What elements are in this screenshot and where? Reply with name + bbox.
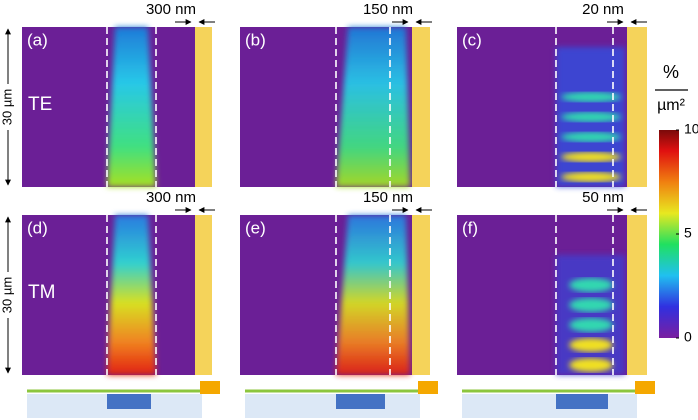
field-mode bbox=[107, 27, 156, 187]
panel-label: (c) bbox=[462, 30, 482, 49]
gap-label: 300 nm bbox=[146, 1, 196, 18]
metal-strip bbox=[627, 27, 647, 187]
field-lobe bbox=[569, 318, 613, 332]
field-lobe bbox=[569, 278, 613, 292]
colorbar-tick-label: 5 bbox=[684, 225, 692, 241]
gap-label: 300 nm bbox=[146, 189, 196, 206]
panels: (a) 300 nm (b) 150 nm (c) 20 nm (d) 300 nm (e) 15… bbox=[0, 1, 655, 418]
metal-strip bbox=[627, 215, 647, 375]
metal bbox=[200, 381, 220, 394]
colorbar-tick-label: 0 bbox=[684, 329, 692, 345]
metal bbox=[635, 381, 655, 394]
field-lobe bbox=[569, 358, 613, 372]
height-label-bg bbox=[1, 272, 15, 318]
field-mode bbox=[336, 27, 410, 187]
metal-strip bbox=[195, 215, 212, 375]
field-lobe bbox=[569, 338, 613, 352]
field-lobe bbox=[569, 298, 613, 312]
metal-strip bbox=[412, 215, 430, 375]
metal bbox=[418, 381, 438, 394]
mode-label: TE bbox=[28, 94, 52, 115]
panel-label: (f) bbox=[462, 218, 478, 237]
metal-strip bbox=[195, 27, 212, 187]
field-lobe bbox=[561, 92, 621, 102]
panel-label: (b) bbox=[245, 30, 266, 49]
unit-top: % bbox=[663, 62, 679, 82]
colorbar-tick-label: 10 bbox=[684, 121, 698, 137]
metal-strip bbox=[412, 27, 430, 187]
panel-label: (a) bbox=[27, 30, 48, 49]
waveguide bbox=[336, 394, 385, 409]
substrate bbox=[245, 394, 420, 418]
field-lobe bbox=[561, 132, 621, 142]
waveguide bbox=[107, 394, 151, 409]
panel-label: (e) bbox=[245, 218, 266, 237]
field-mode bbox=[336, 215, 410, 375]
waveguide bbox=[556, 394, 608, 409]
panel-label: (d) bbox=[27, 218, 48, 237]
field-mode bbox=[556, 255, 625, 375]
gap-label: 20 nm bbox=[582, 1, 624, 18]
field-mode bbox=[107, 215, 156, 375]
height-label-bg bbox=[1, 84, 15, 130]
field-lobe bbox=[561, 172, 621, 182]
gap-label: 150 nm bbox=[363, 189, 413, 206]
gap-label: 150 nm bbox=[363, 1, 413, 18]
mode-label: TM bbox=[28, 282, 55, 303]
substrate bbox=[462, 394, 637, 418]
field-lobe bbox=[561, 112, 621, 122]
gap-label: 50 nm bbox=[582, 189, 624, 206]
colorbar bbox=[659, 130, 679, 338]
height-label: 30 µm bbox=[0, 89, 14, 125]
unit-bottom: µm² bbox=[657, 97, 686, 114]
height-label: 30 µm bbox=[0, 277, 14, 313]
field-lobe bbox=[561, 152, 621, 162]
